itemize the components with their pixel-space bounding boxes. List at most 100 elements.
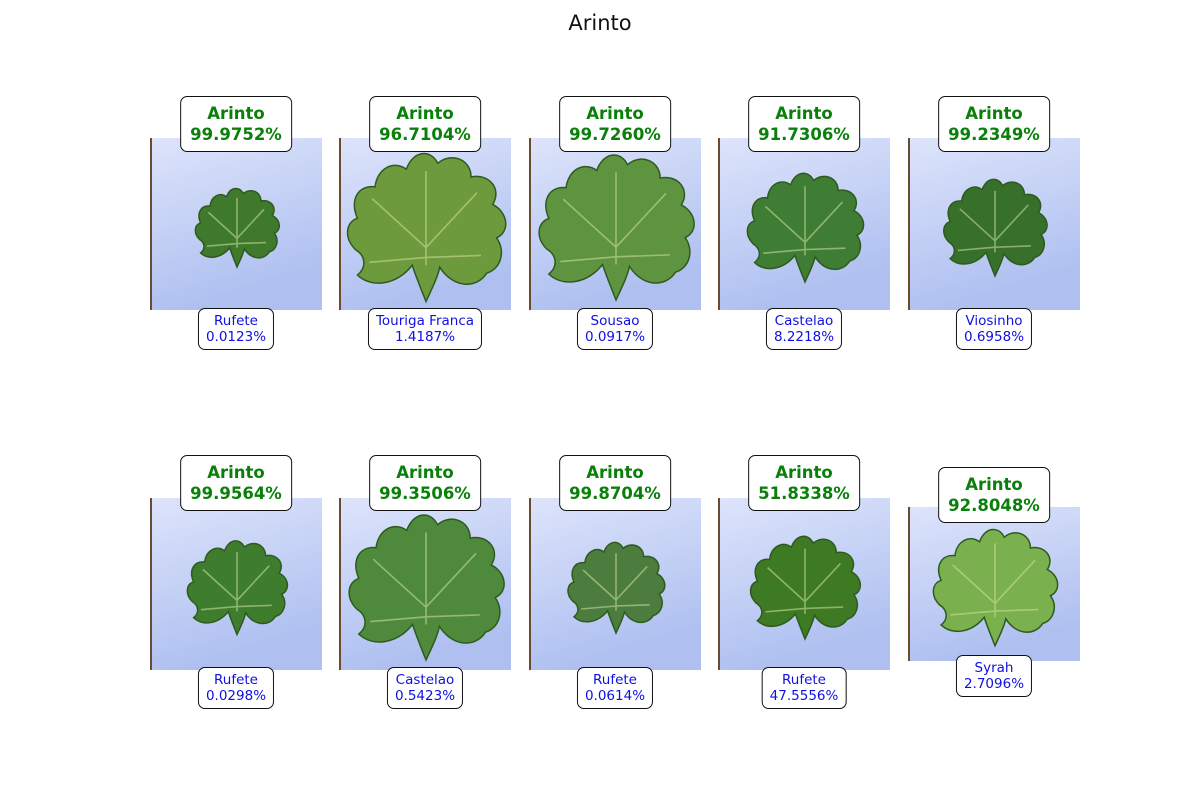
- top-class-name: Arinto: [207, 463, 265, 482]
- leaf-veins: [206, 197, 267, 248]
- second-class-name: Castelao: [774, 313, 834, 329]
- prediction-panel: Arinto 99.9752% Rufete 0.0123%: [150, 0, 324, 800]
- leaf-veins: [369, 171, 481, 266]
- top-class-probability: 99.7260%: [569, 125, 661, 144]
- leaf-image: [150, 498, 322, 670]
- top-class-name: Arinto: [965, 104, 1023, 123]
- prediction-panel: Arinto 99.9564% Rufete 0.0298%: [150, 0, 324, 800]
- second-class-probability: 0.5423%: [394, 688, 456, 704]
- leaf-photo: [531, 138, 701, 310]
- second-class-probability: 1.4187%: [394, 329, 456, 345]
- leaf-image: [150, 138, 322, 310]
- second-class-probability: 0.0298%: [205, 688, 267, 704]
- top-prediction-label: Arinto 99.3506%: [369, 455, 481, 511]
- top-prediction-label: Arinto 51.8338%: [748, 455, 860, 511]
- second-class-name: Sousao: [590, 313, 640, 329]
- leaf-image: [529, 138, 701, 310]
- top-class-probability: 99.3506%: [379, 484, 471, 503]
- top-class-name: Arinto: [396, 463, 454, 482]
- figure-title: Arinto: [568, 11, 632, 35]
- top-class-name: Arinto: [965, 475, 1023, 494]
- leaf-image: [529, 498, 701, 670]
- second-class-name: Rufete: [782, 672, 826, 688]
- prediction-panel: Arinto 99.7260% Sousao 0.0917%: [529, 0, 703, 800]
- top-class-probability: 92.8048%: [948, 496, 1040, 515]
- top-class-name: Arinto: [207, 104, 265, 123]
- second-class-probability: 8.2218%: [773, 329, 835, 345]
- top-prediction-label: Arinto 99.2349%: [938, 96, 1050, 152]
- leaf-photo: [341, 498, 511, 670]
- prediction-panel: Arinto 99.2349% Viosinho 0.6958%: [908, 0, 1082, 800]
- leaf-photo: [910, 507, 1080, 661]
- second-class-name: Castelao: [395, 672, 455, 688]
- second-class-probability: 0.0917%: [584, 329, 646, 345]
- second-class-probability: 2.7096%: [963, 676, 1025, 692]
- leaf-photo: [720, 138, 890, 310]
- top-prediction-label: Arinto 91.7306%: [748, 96, 860, 152]
- top-class-name: Arinto: [775, 104, 833, 123]
- second-class-probability: 47.5556%: [769, 688, 839, 704]
- top-prediction-label: Arinto 92.8048%: [938, 467, 1050, 523]
- top-class-name: Arinto: [396, 104, 454, 123]
- leaf-veins: [200, 552, 272, 612]
- leaf-photo: [531, 498, 701, 670]
- second-class-name: Viosinho: [965, 313, 1023, 329]
- second-class-name: Syrah: [974, 660, 1014, 676]
- second-prediction-label: Syrah 2.7096%: [955, 655, 1033, 697]
- second-class-probability: 0.0614%: [584, 688, 646, 704]
- second-class-name: Rufete: [213, 313, 258, 329]
- top-class-probability: 96.7104%: [379, 125, 471, 144]
- second-prediction-label: Rufete 0.0614%: [576, 667, 654, 709]
- second-class-probability: 0.6958%: [963, 329, 1025, 345]
- second-prediction-label: Sousao 0.0917%: [576, 308, 654, 350]
- second-prediction-label: Touriga Franca 1.4187%: [367, 308, 483, 350]
- leaf-image: [339, 498, 511, 670]
- top-prediction-label: Arinto 99.9752%: [180, 96, 292, 152]
- prediction-panel: Arinto 99.8704% Rufete 0.0614%: [529, 0, 703, 800]
- top-prediction-label: Arinto 99.7260%: [559, 96, 671, 152]
- leaf-veins: [763, 186, 846, 256]
- prediction-panel: Arinto 92.8048% Syrah 2.7096%: [908, 0, 1082, 800]
- leaf-veins: [950, 543, 1039, 618]
- leaf-image: [908, 507, 1080, 661]
- leaf-photo: [152, 498, 322, 670]
- top-class-probability: 99.9564%: [190, 484, 282, 503]
- leaf-photo: [910, 138, 1080, 310]
- leaf-veins: [765, 548, 844, 614]
- prediction-panel: Arinto 96.7104% Touriga Franca 1.4187%: [339, 0, 513, 800]
- leaf-image: [718, 498, 890, 670]
- top-class-name: Arinto: [586, 463, 644, 482]
- leaf-veins: [560, 172, 670, 265]
- leaf-photo: [720, 498, 890, 670]
- second-class-probability: 0.0123%: [205, 329, 267, 345]
- second-prediction-label: Rufete 0.0123%: [197, 308, 275, 350]
- top-class-probability: 99.8704%: [569, 484, 661, 503]
- second-prediction-label: Viosinho 0.6958%: [955, 308, 1033, 350]
- prediction-panel: Arinto 91.7306% Castelao 8.2218%: [718, 0, 892, 800]
- leaf-photo: [341, 138, 511, 310]
- top-prediction-label: Arinto 99.9564%: [180, 455, 292, 511]
- top-class-probability: 99.9752%: [190, 125, 282, 144]
- top-prediction-label: Arinto 99.8704%: [559, 455, 671, 511]
- top-class-probability: 51.8338%: [758, 484, 850, 503]
- top-prediction-label: Arinto 96.7104%: [369, 96, 481, 152]
- second-class-name: Touriga Franca: [375, 313, 475, 329]
- second-class-name: Rufete: [213, 672, 258, 688]
- second-class-name: Rufete: [592, 672, 637, 688]
- leaf-image: [339, 138, 511, 310]
- top-class-probability: 99.2349%: [948, 125, 1040, 144]
- leaf-image: [718, 138, 890, 310]
- leaf-photo: [152, 138, 322, 310]
- leaf-image: [908, 138, 1080, 310]
- leaf-veins: [370, 532, 480, 625]
- prediction-panel: Arinto 99.3506% Castelao 0.5423%: [339, 0, 513, 800]
- second-prediction-label: Rufete 47.5556%: [761, 667, 847, 709]
- second-prediction-label: Castelao 0.5423%: [386, 667, 464, 709]
- second-prediction-label: Castelao 8.2218%: [765, 308, 843, 350]
- second-prediction-label: Rufete 0.0298%: [197, 667, 275, 709]
- top-class-probability: 91.7306%: [758, 125, 850, 144]
- top-class-name: Arinto: [586, 104, 644, 123]
- leaf-veins: [957, 190, 1031, 253]
- prediction-panel: Arinto 51.8338% Rufete 47.5556%: [718, 0, 892, 800]
- leaf-veins: [581, 553, 650, 611]
